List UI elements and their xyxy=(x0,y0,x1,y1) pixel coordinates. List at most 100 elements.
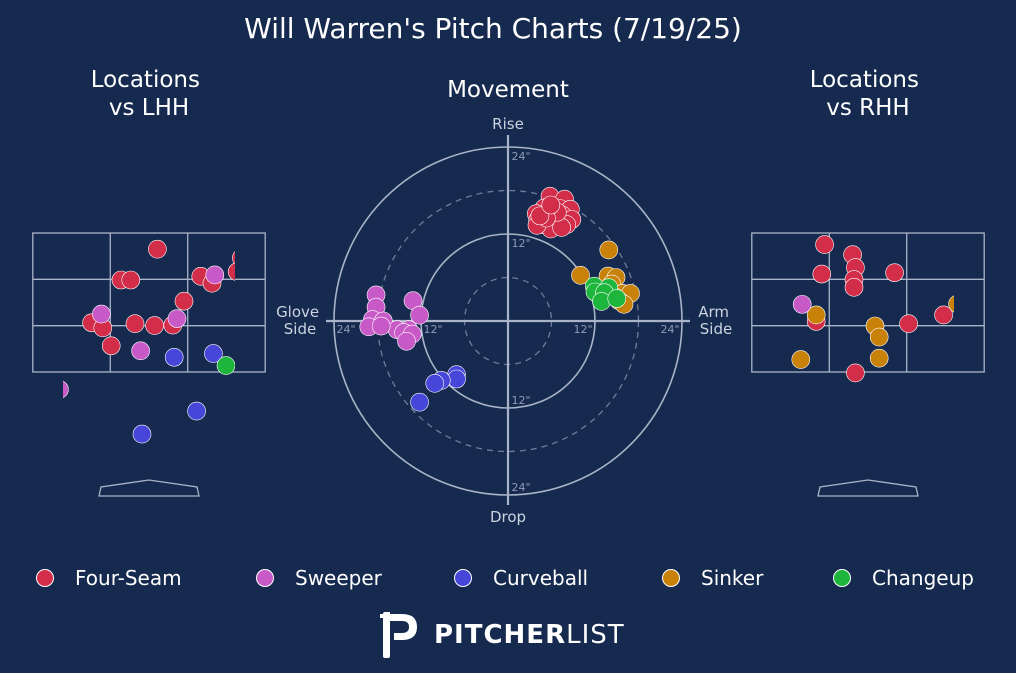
rhh-point-sinker xyxy=(755,348,773,366)
lhh-point-four-seam xyxy=(101,336,121,356)
brand-light: LIST xyxy=(566,620,625,650)
pitcherlist-wordmark: PITCHERLIST xyxy=(434,620,625,650)
lhh-zone-outline xyxy=(32,232,266,373)
rhh-point-four-seam xyxy=(732,327,750,345)
pitcherlist-p-logo-icon xyxy=(380,612,417,658)
figure-title: Will Warren's Pitch Charts (7/19/25) xyxy=(244,12,742,45)
rhh-point-four-seam xyxy=(844,278,864,297)
legend: Four-Seam Sweeper Curveball Sinker Chang… xyxy=(0,563,1016,593)
lhh-point-curveball xyxy=(187,401,206,421)
lhh-point-four-seam xyxy=(232,251,235,265)
rhh-point-four-seam xyxy=(737,262,755,280)
lhh-point-four-seam xyxy=(121,270,141,290)
glove-side-line2: Side xyxy=(284,320,316,338)
rhh-point-sinker xyxy=(716,264,734,282)
rhh-point-sinker xyxy=(869,348,889,368)
lhh-point-four-seam xyxy=(287,356,305,374)
rhh-point-sinker xyxy=(734,311,752,329)
legend-label-curveball: Curveball xyxy=(493,566,589,590)
lhh-point-four-seam xyxy=(174,291,194,311)
movement-point-four-seam xyxy=(541,195,561,215)
lhh-point-curveball xyxy=(204,344,223,363)
legend-item-changeup: Changeup xyxy=(833,563,974,593)
ring-label-bottom-24: 24" xyxy=(511,481,530,494)
rhh-home-plate xyxy=(817,479,919,497)
legend-dot-sinker xyxy=(662,569,680,587)
rhh-panel: Locations vs RHH xyxy=(621,67,1006,497)
rhh-point-curveball xyxy=(621,361,639,379)
rhh-point-sinker xyxy=(988,363,1006,381)
movement-point-sinker xyxy=(599,240,619,260)
rhh-point-four-seam xyxy=(934,305,953,325)
legend-dot-changeup xyxy=(833,569,851,587)
rhh-point-sweeper xyxy=(792,295,812,314)
pitcherlist-brand: PITCHERLIST xyxy=(380,612,625,658)
movement-panel-title: Movement xyxy=(447,77,569,103)
movement-ring-labels: 24" 12" 12" 24" 24" 12" 12" 24" xyxy=(336,150,679,494)
lhh-point-four-seam xyxy=(287,259,305,277)
lhh-point-four-seam xyxy=(125,314,145,334)
lhh-title-line2: vs LHH xyxy=(109,95,189,121)
movement-point-curveball xyxy=(425,374,445,393)
lhh-point-four-seam xyxy=(227,262,235,281)
rhh-point-sinker xyxy=(869,327,889,347)
movement-point-curveball xyxy=(410,392,429,412)
rhh-point-four-seam xyxy=(846,363,865,383)
lhh-point-four-seam xyxy=(145,316,164,335)
rhh-point-sweeper xyxy=(694,356,712,374)
legend-dot-curveball xyxy=(454,569,472,587)
movement-axis-arm-side: Arm Side xyxy=(698,303,734,338)
legend-item-curveball: Curveball xyxy=(454,563,588,593)
rhh-point-four-seam xyxy=(812,264,832,284)
lhh-point-four-seam xyxy=(252,296,270,314)
ring-label-right-12: 12" xyxy=(573,323,592,336)
ring-label-right-24: 24" xyxy=(660,323,679,336)
movement-point-sweeper xyxy=(371,316,391,336)
rhh-title-line2: vs RHH xyxy=(826,95,909,121)
rhh-point-four-seam xyxy=(815,235,834,254)
rhh-zone-outline xyxy=(751,232,985,373)
arm-side-line2: Side xyxy=(700,320,732,338)
rhh-point-four-seam xyxy=(761,322,779,340)
lhh-point-sweeper xyxy=(63,380,69,399)
lhh-point-sweeper xyxy=(92,304,111,324)
lhh-panel: Locations vs LHH xyxy=(0,67,327,497)
rhh-point-sweeper xyxy=(706,368,724,386)
rhh-point-sinker xyxy=(948,295,954,313)
movement-point-sinker xyxy=(571,266,590,285)
movement-point-sweeper xyxy=(410,305,429,325)
movement-axis-rise: Rise xyxy=(492,115,524,133)
rhh-point-four-seam xyxy=(885,263,904,282)
ring-label-top-12: 12" xyxy=(511,237,530,250)
brand-bold: PITCHER xyxy=(434,620,567,650)
glove-side-line1: Glove xyxy=(276,303,319,321)
lhh-point-changeup xyxy=(216,356,235,375)
lhh-point-sweeper xyxy=(205,265,225,285)
rhh-plate-outline xyxy=(817,479,919,497)
legend-item-sinker: Sinker xyxy=(662,563,763,593)
lhh-point-four-seam xyxy=(309,270,327,288)
lhh-plate-outline xyxy=(98,479,200,497)
lhh-point-four-seam xyxy=(0,314,8,332)
lhh-point-changeup xyxy=(273,348,291,366)
legend-label-four-seam: Four-Seam xyxy=(75,566,182,590)
ring-label-top-24: 24" xyxy=(511,150,530,163)
legend-label-changeup: Changeup xyxy=(872,566,974,590)
movement-point-changeup xyxy=(607,289,627,308)
ring-label-bottom-12: 12" xyxy=(511,394,530,407)
lhh-point-sinker xyxy=(262,251,280,269)
movement-axis-glove-side: Glove Side xyxy=(276,303,324,338)
lhh-point-curveball xyxy=(164,347,184,367)
rhh-point-sinker xyxy=(734,359,752,377)
lhh-point-four-seam xyxy=(148,239,167,259)
arm-side-line1: Arm xyxy=(698,303,729,321)
movement-point-sweeper xyxy=(397,331,416,351)
lhh-panel-title: Locations vs LHH xyxy=(91,67,208,121)
lhh-point-curveball xyxy=(132,424,152,444)
rhh-point-four-seam xyxy=(761,292,779,310)
legend-label-sweeper: Sweeper xyxy=(295,566,382,590)
movement-pitch-points xyxy=(359,187,640,412)
rhh-panel-title: Locations vs RHH xyxy=(810,67,927,121)
lhh-point-sweeper xyxy=(131,341,150,361)
